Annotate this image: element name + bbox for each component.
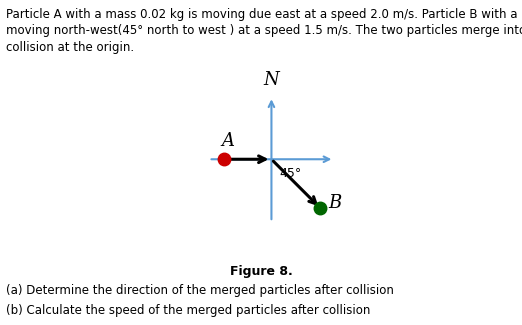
Text: A: A	[221, 133, 234, 150]
Text: (a) Determine the direction of the merged particles after collision: (a) Determine the direction of the merge…	[6, 284, 394, 297]
Text: moving north-west(45° north to west ) at a speed 1.5 m/s. The two particles merg: moving north-west(45° north to west ) at…	[6, 24, 522, 37]
Text: (b) Calculate the speed of the merged particles after collision: (b) Calculate the speed of the merged pa…	[6, 304, 371, 317]
Text: N: N	[264, 71, 279, 89]
Text: Particle A with a mass 0.02 kg is moving due east at a speed 2.0 m/s. Particle B: Particle A with a mass 0.02 kg is moving…	[6, 8, 522, 21]
Text: Figure 8.: Figure 8.	[230, 265, 292, 278]
Text: collision at the origin.: collision at the origin.	[6, 41, 134, 54]
Text: B: B	[328, 194, 341, 212]
Text: 45°: 45°	[279, 167, 301, 180]
